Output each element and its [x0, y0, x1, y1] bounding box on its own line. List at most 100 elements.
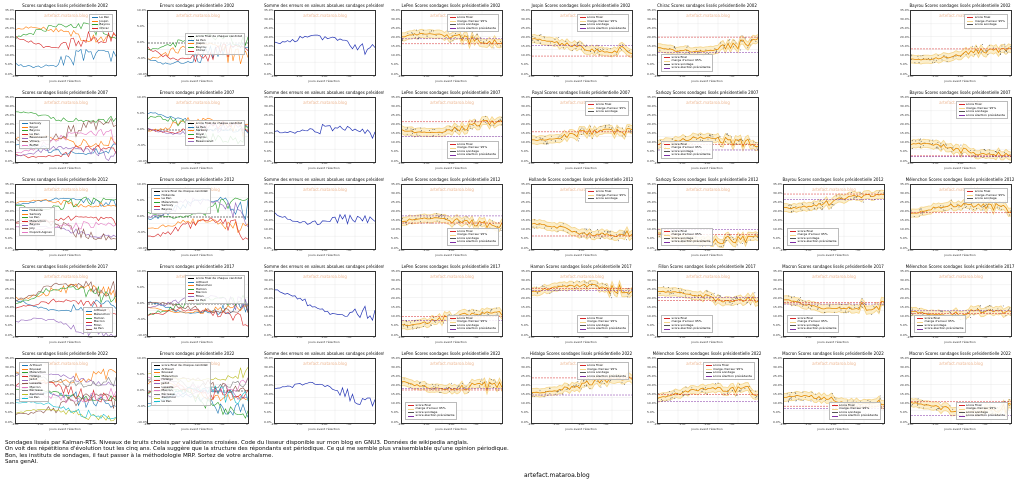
- poll-point: [625, 135, 627, 137]
- poll-point: [549, 393, 551, 395]
- y-tick-label: 25.0%: [647, 25, 657, 30]
- legend-swatch: [22, 394, 28, 396]
- x-tick-label: -150: [931, 335, 939, 339]
- legend-item: Royal: [188, 132, 242, 137]
- poll-point: [534, 37, 536, 39]
- legend-item: score sondage: [579, 371, 626, 375]
- poll-point: [621, 49, 623, 51]
- legend-item: marge d'erreur 95%: [790, 320, 836, 324]
- legend-swatch: [154, 401, 160, 403]
- poll-point: [662, 400, 664, 402]
- poll-point: [557, 136, 559, 138]
- poll-point: [480, 39, 482, 41]
- poll-point: [424, 323, 426, 325]
- poll-point: [608, 124, 610, 126]
- poll-point: [973, 314, 975, 316]
- legend-label: Macron: [161, 388, 173, 393]
- y-tick-label: 20.0%: [264, 121, 274, 126]
- watermark: artefact.mataroa.blog: [303, 187, 347, 192]
- poll-point: [454, 37, 456, 39]
- x-tick-label: -150: [422, 248, 430, 252]
- legend-swatch: [664, 60, 670, 62]
- legend-swatch: [22, 221, 28, 223]
- legend-item: Bayrou: [22, 129, 47, 133]
- legend-swatch: [86, 310, 93, 312]
- chart-svg: [784, 185, 884, 249]
- y-tick-label: -10.0%: [137, 332, 148, 337]
- y-tick-label: 10.0%: [264, 401, 274, 406]
- x-tick-label: -50: [346, 74, 352, 78]
- x-axis-label: jours avant l'élection: [181, 253, 213, 257]
- poll-point: [543, 396, 545, 398]
- chart-panel: Scores sondages lissés présidentielle 20…: [5, 350, 125, 434]
- x-tick-label: -200: [11, 74, 19, 78]
- poll-point: [486, 313, 488, 315]
- legend-item: score sondage: [958, 410, 1005, 415]
- poll-point: [586, 287, 588, 289]
- legend-item: Arthaud: [86, 309, 110, 313]
- legend-item: Mélenchon: [22, 219, 52, 224]
- caption-line-1: Sondages lissés par Kalman-RTS. Niveaux …: [5, 440, 469, 446]
- poll-point: [457, 387, 458, 389]
- legend-swatch: [154, 198, 160, 200]
- legend-item: score sondage: [449, 323, 496, 328]
- poll-point: [540, 137, 542, 139]
- legend-swatch: [86, 325, 93, 327]
- legend-swatch: [22, 231, 28, 233]
- legend-item: Sarkozy: [154, 204, 208, 208]
- band-upper: [402, 28, 502, 42]
- poll-point: [865, 304, 867, 306]
- poll-point: [702, 388, 704, 390]
- legend-swatch: [188, 126, 195, 128]
- chart-svg: [275, 11, 375, 75]
- poll-point: [989, 312, 991, 314]
- poll-point: [824, 399, 826, 401]
- poll-point: [598, 231, 599, 233]
- x-tick-label: -100: [703, 248, 711, 252]
- y-tick-label: 25.0%: [264, 286, 274, 291]
- legend-swatch: [188, 36, 195, 38]
- x-tick-label: -150: [295, 161, 303, 165]
- y-tick-label: 10.0%: [5, 140, 15, 145]
- x-tick-label: -100: [61, 248, 69, 252]
- series-line: [16, 299, 116, 313]
- poll-point: [755, 142, 757, 144]
- poll-point: [541, 285, 543, 287]
- x-tick-label: -50: [982, 248, 988, 252]
- smoothed-line: [532, 283, 632, 295]
- poll-point: [617, 126, 619, 128]
- legend-swatch: [664, 321, 670, 323]
- chart-panel: Macron Scores sondages lissés présidenti…: [900, 350, 1020, 434]
- poll-point: [697, 294, 699, 296]
- series-line: [16, 285, 116, 304]
- legend-item: Besancenot: [22, 136, 47, 140]
- poll-point: [913, 216, 915, 218]
- poll-point: [466, 216, 468, 218]
- poll-point: [819, 398, 821, 400]
- legend-swatch: [967, 17, 974, 19]
- y-tick-label: 10.0%: [773, 314, 783, 319]
- poll-point: [823, 311, 825, 313]
- legend-label: Pécresse: [29, 388, 43, 393]
- chart-svg: [275, 272, 375, 336]
- legend-label: marge d'erreur 95%: [457, 232, 488, 237]
- poll-point: [799, 300, 801, 302]
- y-tick-label: 0.0%: [391, 332, 399, 337]
- x-tick-label: 0: [630, 74, 632, 78]
- smoothed-line: [658, 38, 758, 53]
- x-tick-label: 0: [1009, 161, 1011, 165]
- legend-swatch: [958, 415, 965, 417]
- y-tick-label: 0.0%: [137, 213, 145, 218]
- chart-panel: LePen Scores sondages lissés présidentie…: [391, 350, 511, 434]
- poll-point: [706, 393, 708, 395]
- x-tick-label: -200: [779, 422, 787, 426]
- poll-point: [606, 48, 608, 50]
- chart-svg: [532, 11, 632, 75]
- legend-item: Fillon: [188, 294, 242, 299]
- legend-label: Chirac: [99, 25, 109, 30]
- poll-point: [724, 44, 726, 46]
- x-tick-label: -100: [61, 161, 69, 165]
- poll-point: [1000, 51, 1001, 53]
- poll-point: [936, 146, 938, 148]
